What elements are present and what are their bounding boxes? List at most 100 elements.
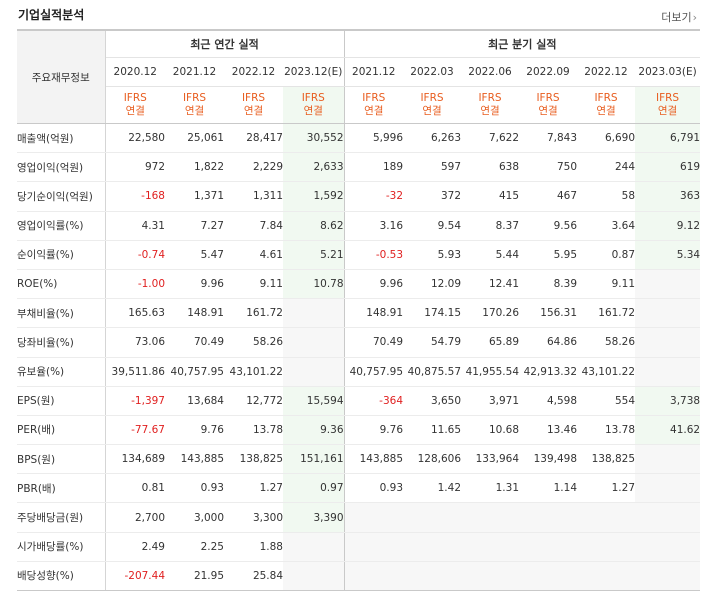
table-cell: 5.95 (519, 240, 578, 270)
table-cell: 73.06 (105, 327, 165, 358)
table-cell: 128,606 (403, 444, 462, 475)
table-cell: 12.09 (403, 269, 462, 300)
table-row: 시가배당률(%) 2.49 2.25 1.88 (17, 532, 701, 562)
table-cell: 12.41 (461, 269, 520, 300)
table-row: 순이익률(%) -0.74 5.47 4.61 5.21 -0.53 5.93 5.44 5.9… (17, 240, 701, 270)
table-cell: 156.31 (519, 298, 578, 329)
table-cell: 15,594 (283, 385, 345, 416)
ifrs-standard: IFRS (241, 92, 266, 104)
table-cell: 42,913.32 (519, 357, 578, 387)
table-cell: 0.87 (577, 240, 636, 270)
table-cell: 638 (461, 152, 520, 183)
table-row: BPS(원) 134,689 143,885 138,825 151,161 143,88… (17, 444, 701, 475)
table-cell: -1.00 (105, 269, 165, 300)
row-label: 시가배당률(%) (17, 532, 106, 562)
period-header: 2021.12 (344, 57, 404, 87)
table-cell: 65.89 (461, 327, 520, 358)
more-link[interactable]: 더보기› (661, 9, 697, 25)
row-label: 영업이익(억원) (17, 152, 106, 183)
table-row: EPS(원) -1,397 13,684 12,772 15,594 -364 3,650 3… (17, 385, 701, 416)
table-cell: -207.44 (105, 561, 165, 592)
table-cell: -0.53 (344, 240, 404, 270)
table-cell (519, 532, 578, 562)
period-header: 2023.12(E) (283, 57, 345, 87)
table-cell: 13.78 (577, 415, 636, 446)
table-cell: 13.46 (519, 415, 578, 446)
table-cell: 5.21 (283, 240, 345, 270)
table-cell: 7,843 (519, 123, 578, 154)
table-row: 부채비율(%) 165.63 148.91 161.72 148.91 174.15 170… (17, 298, 701, 329)
table-cell: 9.96 (165, 269, 224, 300)
table-cell: 58.26 (577, 327, 636, 358)
row-label: 영업이익률(%) (17, 210, 106, 241)
period-header: 2022.06 (461, 57, 520, 87)
row-label: 당기순이익(억원) (17, 181, 106, 212)
period-header: 2020.12 (105, 57, 165, 87)
table-cell (461, 561, 520, 592)
table-cell (283, 561, 345, 592)
ifrs-standard: IFRS (478, 92, 502, 104)
period-header: 2023.03(E) (635, 57, 701, 87)
table-cell: 70.49 (165, 327, 224, 358)
table-cell (344, 561, 404, 592)
table-cell: 2.25 (165, 532, 224, 562)
table-cell: -1,397 (105, 385, 165, 416)
table-cell: 9.76 (344, 415, 404, 446)
ifrs-consolidated: 연결 (303, 105, 323, 117)
ifrs-consolidated: 연결 (657, 105, 678, 117)
table-cell: -168 (105, 181, 165, 212)
row-label: 순이익률(%) (17, 240, 106, 270)
table-cell: 25,061 (165, 123, 224, 154)
table-cell: 5.47 (165, 240, 224, 270)
table-cell: 0.93 (344, 473, 404, 504)
table-row: PBR(배) 0.81 0.93 1.27 0.97 0.93 1.42 1.31 1.14 1.… (17, 473, 701, 504)
table-cell: 1,592 (283, 181, 345, 212)
table-cell: 3,000 (165, 502, 224, 533)
table-cell: 1.27 (577, 473, 636, 504)
table-cell: 13.78 (224, 415, 283, 446)
table-cell: 64.86 (519, 327, 578, 358)
table-cell: 3.64 (577, 210, 636, 241)
table-cell: 10.68 (461, 415, 520, 446)
table-cell: 1,311 (224, 181, 283, 212)
table-cell: 1.14 (519, 473, 578, 504)
table-cell: 3,738 (635, 385, 701, 416)
table-cell: 363 (635, 181, 701, 212)
table-cell: 25.84 (224, 561, 283, 592)
table-cell: 151,161 (283, 444, 345, 475)
table-row: 주당배당금(원) 2,700 3,000 3,300 3,390 (17, 502, 701, 533)
ifrs-label: IFRS 연결 (519, 86, 578, 124)
table-cell: 372 (403, 181, 462, 212)
table-cell (635, 357, 701, 387)
table-cell: 9.36 (283, 415, 345, 446)
table-cell (635, 561, 701, 592)
table-cell: 7.27 (165, 210, 224, 241)
row-label: PBR(배) (17, 473, 106, 504)
table-cell (461, 532, 520, 562)
table-cell: 41.62 (635, 415, 701, 446)
table-cell (577, 561, 636, 592)
table-cell: 750 (519, 152, 578, 183)
table-cell: 9.12 (635, 210, 701, 241)
table-cell: 4.31 (105, 210, 165, 241)
table-cell: 9.11 (224, 269, 283, 300)
ifrs-consolidated: 연결 (538, 105, 558, 117)
period-header: 2022.09 (519, 57, 578, 87)
table-cell: 1,371 (165, 181, 224, 212)
ifrs-consolidated: 연결 (125, 105, 145, 117)
table-cell (283, 532, 345, 562)
table-cell: 139,498 (519, 444, 578, 475)
table-cell: -32 (344, 181, 404, 212)
table-cell: 8.37 (461, 210, 520, 241)
period-header: 2022.03 (403, 57, 462, 87)
ifrs-standard: IFRS (656, 92, 680, 104)
table-cell (635, 473, 701, 504)
table-cell: 189 (344, 152, 404, 183)
ifrs-label: IFRS 연결 (344, 86, 404, 124)
table-cell: 165.63 (105, 298, 165, 329)
table-row: 매출액(억원) 22,580 25,061 28,417 30,552 5,996 6,26… (17, 123, 701, 154)
table-cell: 54.79 (403, 327, 462, 358)
ifrs-standard: IFRS (420, 92, 444, 104)
table-row: PER(배) -77.67 9.76 13.78 9.36 9.76 11.65 10.68 1… (17, 415, 701, 446)
table-cell: 22,580 (105, 123, 165, 154)
